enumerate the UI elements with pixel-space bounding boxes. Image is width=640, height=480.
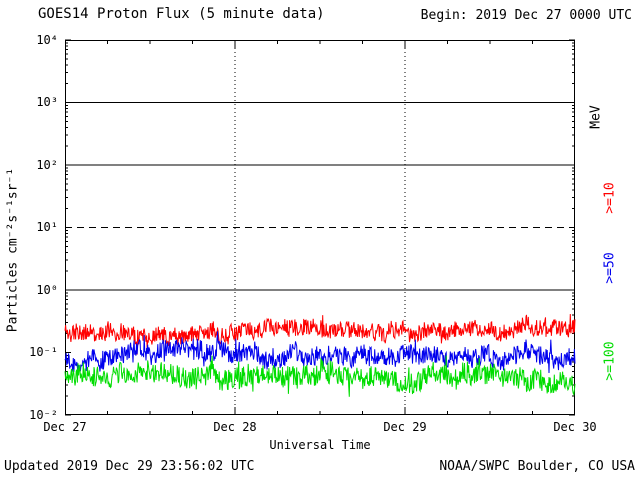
y-tick-label-1e0: 10⁰ [36,283,58,297]
x-tick-label-dec29: Dec 29 [383,420,427,434]
series-line-gege10 [64,313,576,355]
series-line-gege100 [64,355,576,397]
series-label-ge10: >=10 [602,182,618,214]
x-tick-label-dec27: Dec 27 [43,420,87,434]
right-axis-unit-label: MeV [588,105,604,129]
x-tick-label-dec28: Dec 28 [213,420,257,434]
x-tick-label-dec30: Dec 30 [553,420,597,434]
y-tick-label-1e-1: 10⁻¹ [29,345,58,359]
source-credit: NOAA/SWPC Boulder, CO USA [439,459,635,474]
plot-frame [65,40,575,415]
y-tick-label-1e2: 10² [36,158,58,172]
series-label-ge50: >=50 [602,252,618,284]
updated-timestamp: Updated 2019 Dec 29 23:56:02 UTC [4,459,255,474]
y-tick-label-1e1: 10¹ [36,220,58,234]
y-axis-title: Particles cm⁻²s⁻¹sr⁻¹ [5,167,21,333]
begin-time-label: Begin: 2019 Dec 27 0000 UTC [420,8,632,23]
chart-title: GOES14 Proton Flux (5 minute data) [38,6,325,22]
y-tick-label-1e4: 10⁴ [36,33,58,47]
y-tick-label-1e3: 10³ [36,95,58,109]
series-line-gege50 [64,331,576,375]
series-label-ge100: >=100 [602,341,618,381]
x-axis-title: Universal Time [269,438,371,452]
y-tick-label-1e-2: 10⁻² [29,408,58,422]
